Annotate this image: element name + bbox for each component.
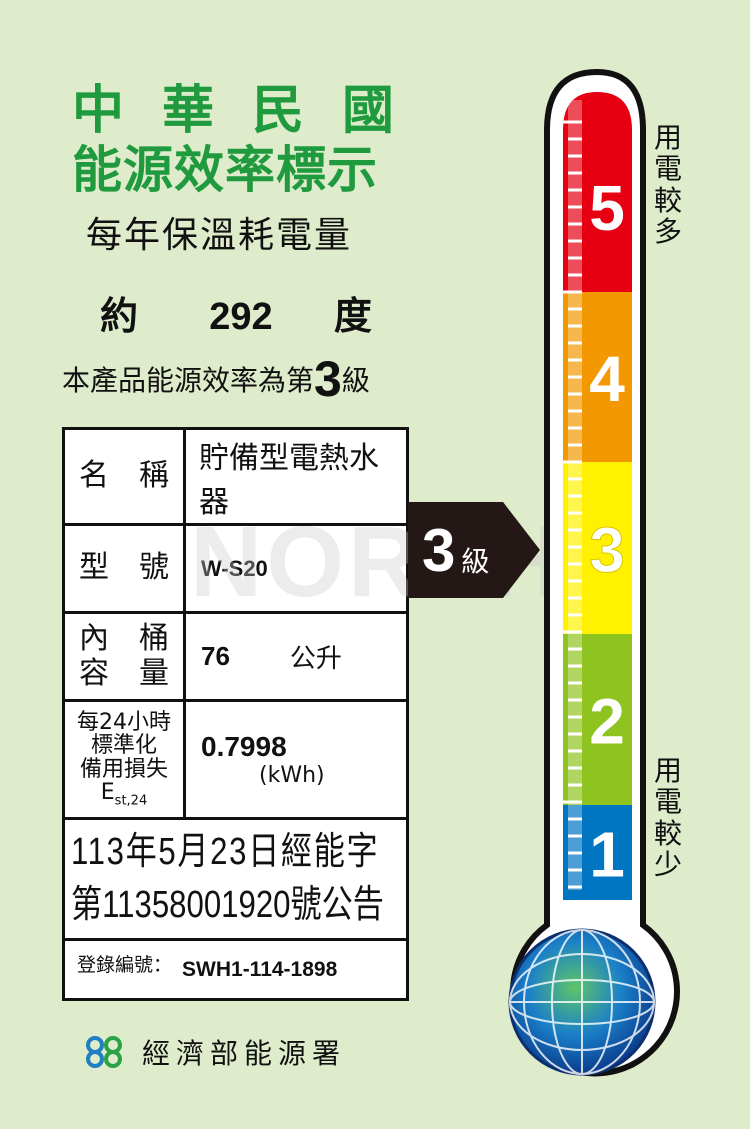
arrow-suffix: 級 (461, 545, 490, 578)
grade-suffix: 級 (341, 364, 370, 397)
consumption-value: 292 (209, 296, 273, 338)
title-label: 能源效率標示 (72, 141, 378, 199)
more-power-label: 用電較多 (653, 121, 682, 249)
row-model: 型 號 W-S20 (65, 526, 406, 614)
footer: 經濟部能源署 (82, 1032, 346, 1072)
reg-label: 登錄編號： (77, 954, 173, 976)
level-5-number: 5 (589, 172, 625, 244)
reg-value: SWH1-114-1898 (182, 957, 338, 981)
row-standby-loss: 每24小時 標準化 備用損失 Est,24 0.7998 (kWh) (65, 702, 406, 820)
globe-grid-icon (509, 929, 655, 1075)
level-2-number: 2 (589, 686, 625, 758)
grade-text: 本產品能源效率為第 (62, 364, 315, 397)
consumption-prefix: 約 (100, 294, 139, 338)
loss-value: 0.7998 (kWh) (201, 731, 325, 788)
level-3-number: 3 (589, 514, 625, 586)
grade-statement: 本產品能源效率為第3級 (62, 350, 370, 408)
level-4-number: 4 (589, 343, 625, 415)
consumption: 約 292 度 (100, 285, 372, 340)
level-1-number: 1 (589, 819, 625, 891)
energy-administration-logo-icon (86, 1036, 122, 1068)
level-2-segment (563, 634, 632, 806)
name-value: 貯備型電熱水器 (199, 440, 379, 520)
row-capacity: 內 桶容 量 76 公升 (65, 614, 406, 702)
subtitle: 每年保溫耗電量 (86, 215, 353, 256)
registration: 登錄編號： SWH1-114-1898 (65, 941, 406, 998)
model-label: 型 號 (65, 526, 186, 611)
less-power-label: 用電較少 (653, 754, 682, 882)
loss-label: 每24小時 標準化 備用損失 Est,24 (65, 702, 186, 817)
consumption-unit: 度 (333, 294, 372, 338)
capacity-label: 內 桶容 量 (65, 614, 186, 699)
capacity-value: 76 公升 (201, 641, 342, 674)
title-country: 中華民國 (72, 81, 433, 141)
model-value: W-S20 (201, 555, 268, 581)
announcement: 113年5月23日經能字 第11358001920號公告 (65, 820, 406, 941)
spec-table: 名 稱 貯備型電熱水器 型 號 W-S20 內 桶容 量 76 公升 每24小時標… (62, 427, 409, 1001)
grade-number: 3 (314, 351, 342, 407)
row-name: 名 稱 貯備型電熱水器 (65, 430, 406, 526)
name-label: 名 稱 (65, 430, 186, 523)
agency-name: 經濟部能源署 (142, 1037, 347, 1070)
arrow-grade: 3 (422, 516, 456, 584)
